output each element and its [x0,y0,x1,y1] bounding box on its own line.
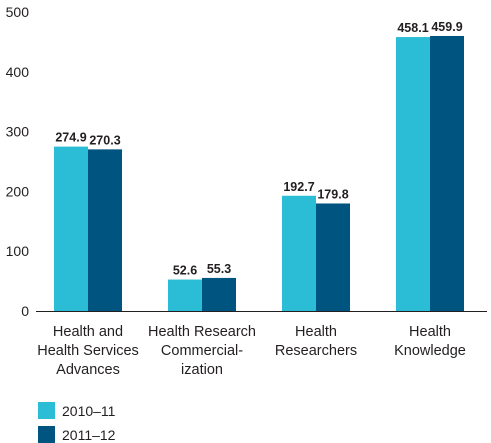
bars [54,35,464,312]
data-label: 55.3 [207,262,231,276]
bar [396,37,430,311]
x-axis-labels: Health and Health Services AdvancesHealth … [37,324,466,378]
y-tick-label: 300 [6,124,30,140]
legend-swatch [38,402,55,419]
data-label: 270.3 [89,133,120,147]
bar [168,279,202,311]
legend-label: 2011–12 [62,427,116,443]
legend-swatch [38,426,55,443]
data-label: 458.1 [397,21,428,35]
bar [316,203,350,311]
legend: 2010–11 2011–12 [38,402,116,443]
data-label: 179.8 [317,187,348,201]
data-label: 192.7 [283,180,314,194]
data-label: 274.9 [55,131,86,145]
x-category-label: Health Researchers [275,324,357,359]
y-tick-label: 100 [6,243,30,259]
data-label: 459.9 [431,20,462,34]
y-tick-label: 0 [21,303,29,319]
y-tick-label: 500 [6,4,30,20]
legend-label: 2010–11 [62,403,116,419]
data-label: 52.6 [173,264,197,278]
bar [202,277,236,311]
bar [282,195,316,311]
x-category-label: Health and Health Services Advances [37,324,139,378]
x-category-label: Health Knowledge [394,324,466,359]
x-category-label: Health Research Commercial-ization [148,324,256,378]
bar [430,35,464,312]
y-axis: 0 100 200 300 400 500 [6,4,30,319]
bar [88,149,122,311]
y-tick-label: 200 [6,183,30,199]
y-tick-label: 400 [6,64,30,80]
bar [54,146,88,311]
